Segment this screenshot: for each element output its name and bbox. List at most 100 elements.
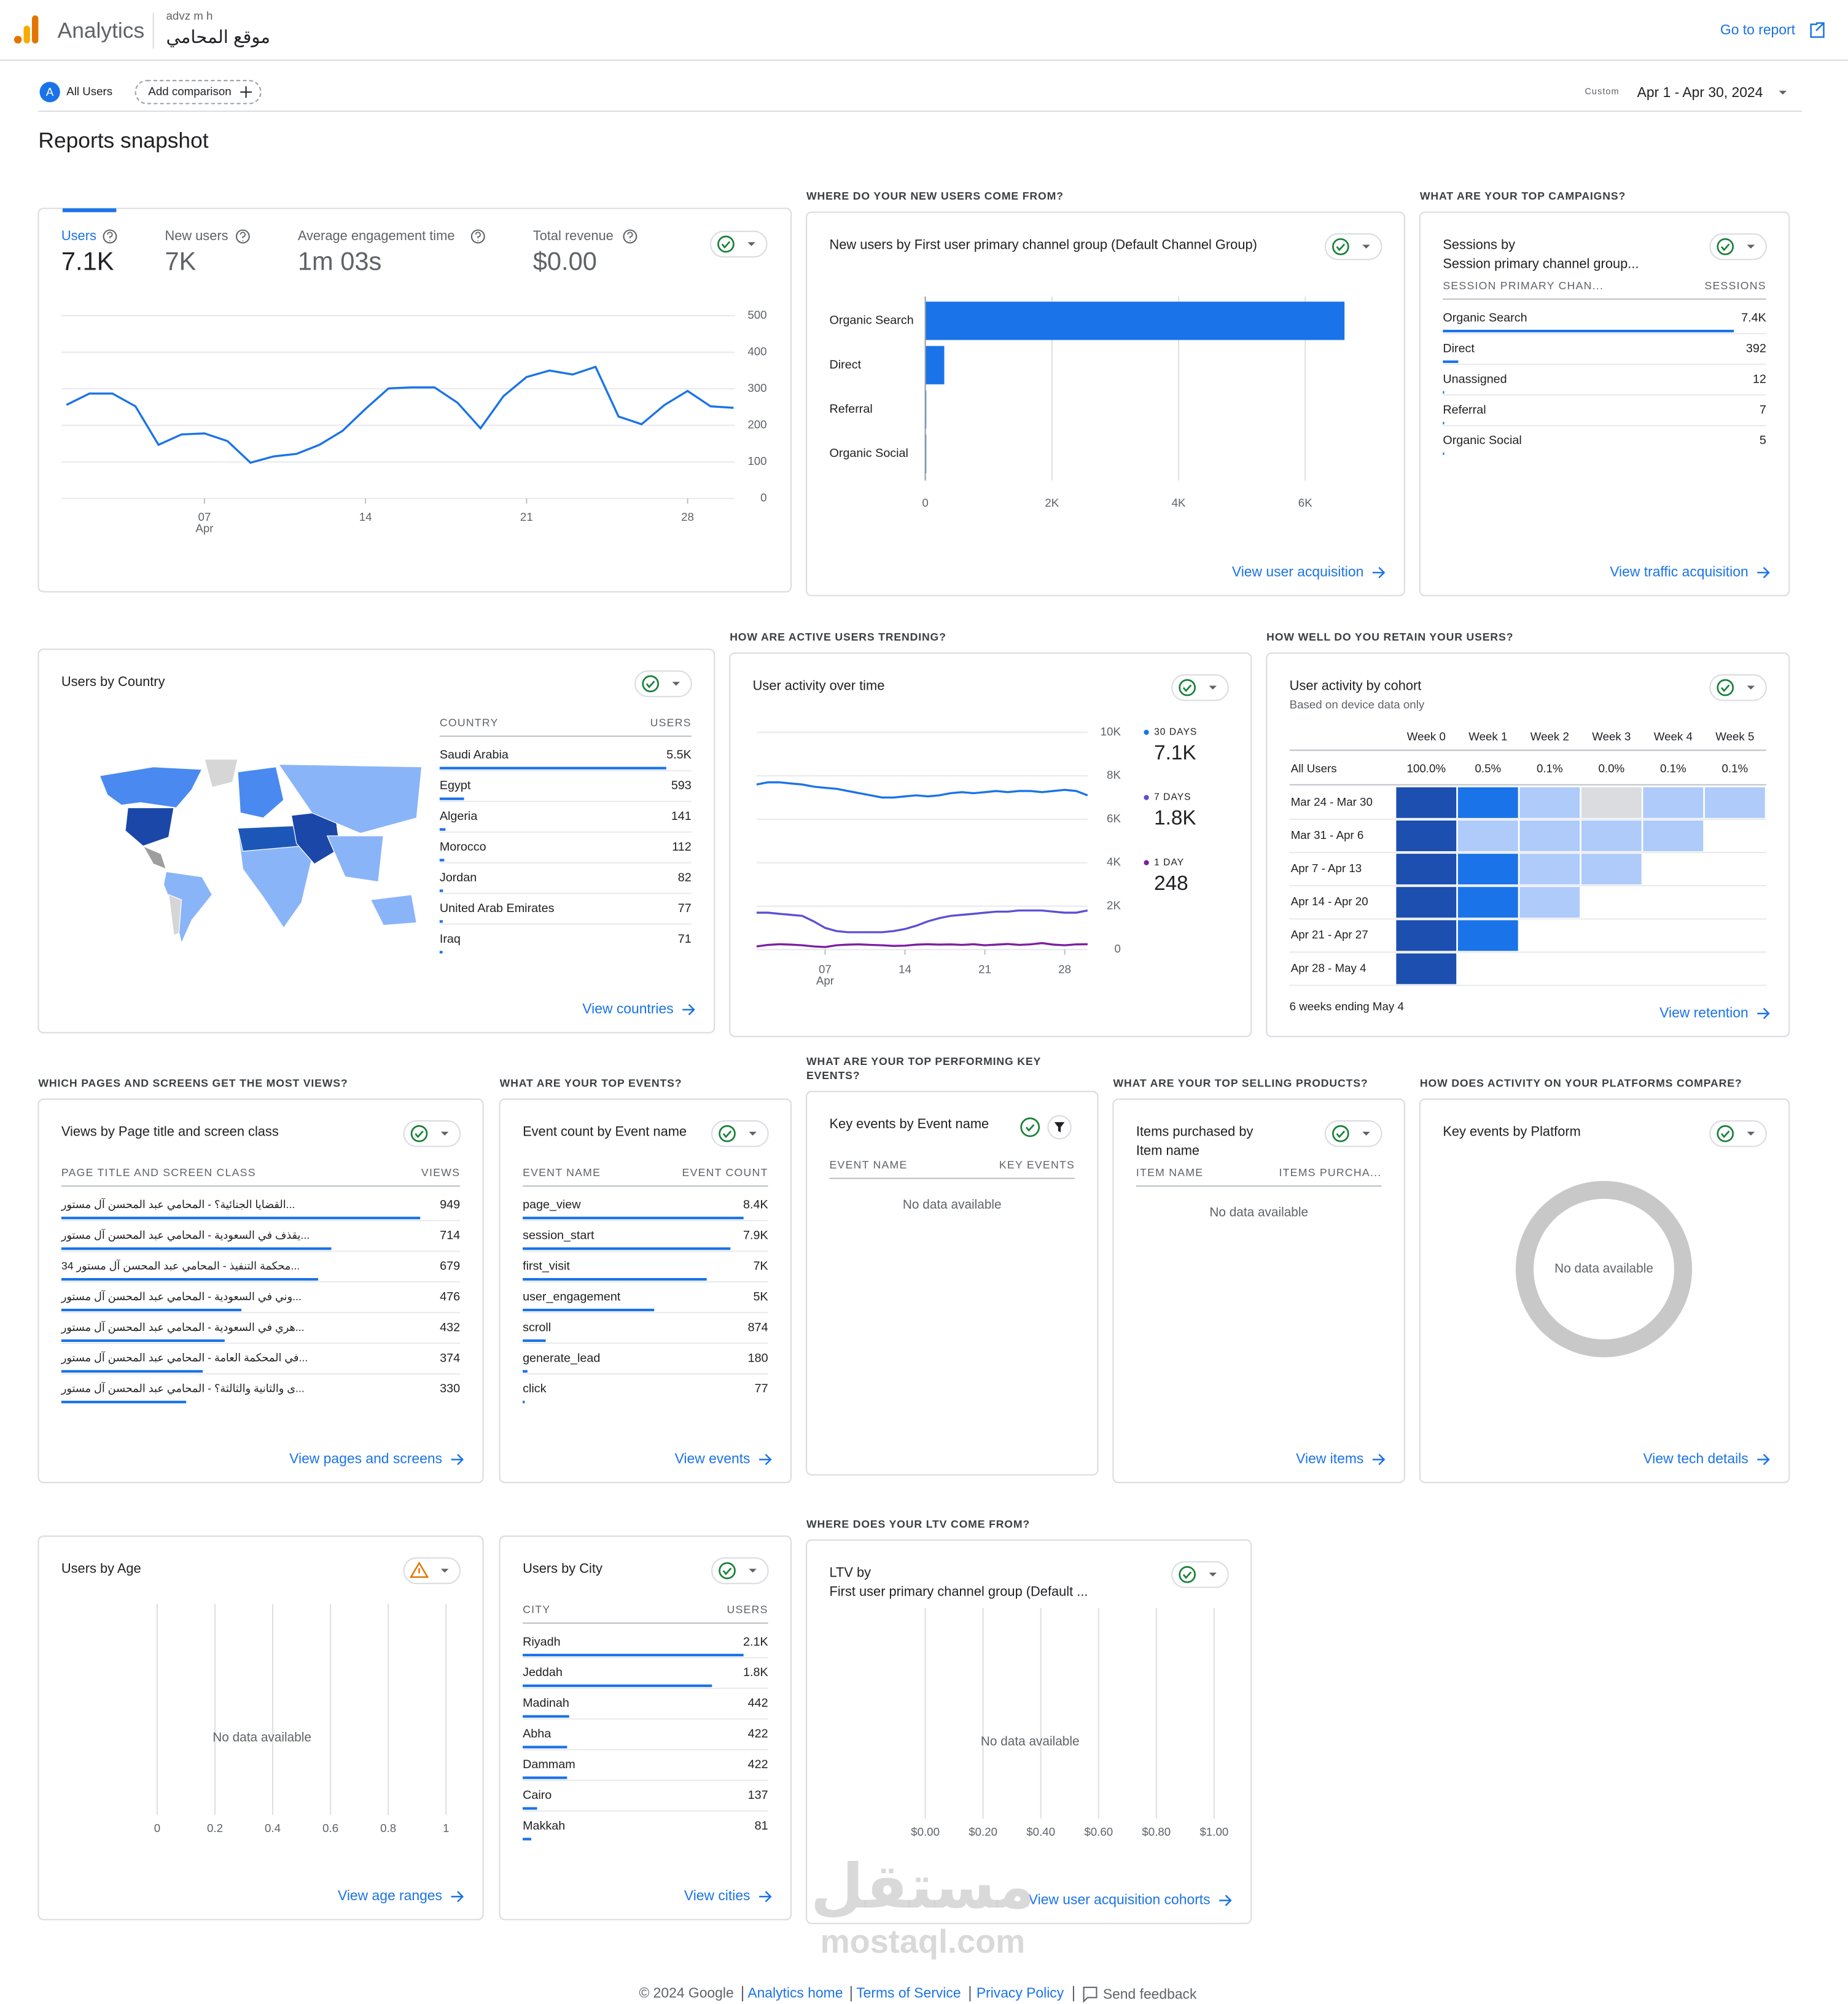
map-region[interactable] [168,894,182,937]
map-region[interactable] [204,758,238,788]
row-label[interactable]: Organic Search [1443,311,1527,324]
row-label[interactable]: Cairo [523,1788,552,1802]
cohort-cell[interactable] [1457,920,1518,951]
cohort-cell[interactable] [1581,854,1642,885]
map-region[interactable] [125,807,174,847]
card-title[interactable]: User activity over time [753,677,885,693]
cohort-cell[interactable] [1457,787,1518,818]
row-label[interactable]: Madinah [523,1696,569,1710]
metric-label[interactable]: Average engagement time [298,228,455,243]
row-label[interactable]: Egypt [440,779,471,792]
row-label[interactable]: page_view [523,1198,581,1212]
status-chip[interactable] [634,670,692,698]
bar[interactable] [925,346,945,384]
status-chip[interactable] [1324,233,1382,260]
status-chip[interactable] [403,1120,461,1147]
row-label[interactable]: القضايا الجنائية؟ - المحامي عبد المحسن آ… [61,1198,295,1211]
row-label[interactable]: Morocco [440,840,486,854]
card-title[interactable]: Key events by Platform [1443,1124,1580,1139]
status-chip[interactable] [403,1557,461,1585]
card-title[interactable]: Users by City [523,1561,602,1576]
row-label[interactable]: في المحكمة العامة - المحامي عبد المحسن آ… [61,1351,308,1365]
row-label[interactable]: ى والثانية والثالثة؟ - المحامي عبد المحس… [61,1382,305,1395]
row-label[interactable]: generate_lead [523,1351,600,1365]
map-region[interactable] [99,766,203,808]
status-chip[interactable] [1171,1561,1229,1588]
row-label[interactable]: user_engagement [523,1290,621,1303]
metric-label[interactable]: Total revenue [533,228,614,243]
cohort-cell[interactable] [1581,821,1642,851]
go-to-report[interactable]: Go to report [1720,21,1796,37]
map-region[interactable] [142,845,167,870]
card-link[interactable]: View tech details [1643,1451,1748,1467]
row-label[interactable]: Saudi Arabia [440,748,509,762]
card-title[interactable]: New users by First user primary channel … [830,236,1257,252]
map-region[interactable] [326,835,384,883]
cohort-cell[interactable] [1396,821,1457,851]
status-chip[interactable] [1171,674,1229,701]
cohort-cell[interactable] [1396,953,1457,984]
cohort-cell[interactable] [1457,887,1518,918]
card-title[interactable]: User activity by cohort [1290,677,1422,693]
card-title[interactable]: Users by Country [61,674,165,689]
cohort-cell[interactable] [1519,787,1580,818]
cohort-cell[interactable] [1704,787,1765,818]
card-link[interactable]: View retention [1659,1004,1749,1020]
row-label[interactable]: يقذف في السعودية - المحامي عبد المحسن آل… [61,1228,310,1242]
date-range[interactable]: Apr 1 - Apr 30, 2024 [1637,84,1763,100]
card-title[interactable]: LTV by [830,1564,871,1580]
cohort-cell[interactable] [1643,821,1704,851]
row-label[interactable]: session_start [523,1229,595,1242]
footer-feedback[interactable]: Send feedback [1103,1986,1197,2002]
cohort-cell[interactable] [1457,854,1518,885]
status-chip[interactable] [711,1120,769,1147]
card-link[interactable]: View user acquisition cohorts [1029,1891,1211,1907]
row-label[interactable]: Dammam [523,1758,575,1771]
card-title[interactable]: Session primary channel group... [1443,256,1639,271]
add-comparison-chip[interactable] [135,80,262,104]
row-label[interactable]: Unassigned [1443,372,1507,386]
row-label[interactable]: Makkah [523,1819,565,1833]
card-title[interactable]: First user primary channel group (Defaul… [830,1584,1088,1599]
status-chip[interactable] [1709,1120,1767,1147]
cohort-cell[interactable] [1396,920,1457,951]
cohort-cell[interactable] [1396,887,1457,918]
card-link[interactable]: View user acquisition [1232,563,1363,579]
card-title[interactable]: Key events by Event name [830,1116,989,1131]
cohort-cell[interactable] [1519,887,1580,918]
row-label[interactable]: Jordan [440,871,477,884]
card-link[interactable]: View countries [582,1000,673,1016]
row-label[interactable]: هري في السعودية - المحامي عبد المحسن آل … [61,1320,305,1334]
row-label[interactable]: Jeddah [523,1666,563,1679]
row-label[interactable]: Algeria [440,809,477,823]
row-label[interactable]: click [523,1382,547,1395]
card-link[interactable]: View age ranges [338,1887,442,1903]
footer-link[interactable]: Privacy Policy [977,1984,1064,2000]
cohort-cell[interactable] [1519,854,1580,885]
row-label[interactable]: Riyadh [523,1635,560,1648]
status-chip[interactable] [1709,674,1767,701]
cohort-cell[interactable] [1581,787,1642,818]
card-link[interactable]: View items [1296,1451,1363,1467]
row-label[interactable]: Organic Social [1443,434,1521,447]
card-title[interactable]: Items purchased by [1136,1124,1253,1139]
row-label[interactable]: scroll [523,1320,551,1334]
row-label[interactable]: Abha [523,1727,551,1741]
cohort-cell[interactable] [1396,787,1457,818]
cohort-cell[interactable] [1643,787,1704,818]
row-label[interactable]: Referral [1443,403,1486,416]
card-title[interactable]: Event count by Event name [523,1124,687,1139]
row-label[interactable]: 34 محكمة التنفيذ - المحامي عبد المحسن آل… [61,1259,300,1273]
cohort-cell[interactable] [1457,821,1518,851]
map-region[interactable] [163,871,213,945]
card-title[interactable]: Item name [1136,1143,1199,1158]
card-link[interactable]: View cities [684,1887,751,1903]
card-title[interactable]: Sessions by [1443,236,1515,252]
cohort-cell[interactable] [1519,821,1580,851]
map-region[interactable] [370,894,418,926]
card-link[interactable]: View events [675,1451,751,1467]
status-chip[interactable] [1324,1120,1382,1147]
add-comparison[interactable]: Add comparison [148,85,231,98]
metric-label[interactable]: Users [61,228,96,243]
metric-label[interactable]: New users [165,228,228,243]
